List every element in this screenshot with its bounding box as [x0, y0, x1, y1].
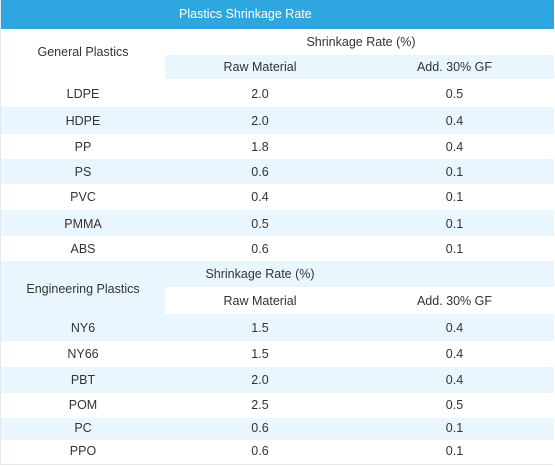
column-header-gf: Add. 30% GF: [416, 60, 493, 74]
section-name-general: General Plastics: [37, 45, 129, 59]
table-row: PBT 2.0 0.4: [1, 367, 554, 393]
gf-value-cell: 0.5: [445, 398, 464, 412]
raw-value-cell: 2.5: [251, 398, 269, 412]
table-row: NY66 1.5 0.4: [1, 341, 554, 367]
material-cell: LDPE: [66, 87, 100, 101]
gf-value-cell: 0.5: [445, 87, 464, 101]
raw-value-cell: 2.0: [251, 373, 269, 387]
group-header-shrinkage: Shrinkage Rate (%): [306, 35, 416, 49]
table-row: PVC 0.4 0.1: [1, 184, 554, 210]
material-cell: PVC: [70, 190, 96, 204]
gf-value-cell: 0.4: [445, 140, 464, 154]
material-cell: PS: [74, 165, 92, 179]
table-row: PMMA 0.5 0.1: [1, 210, 554, 236]
gf-value-cell: 0.4: [445, 373, 464, 387]
material-cell: PP: [74, 140, 92, 154]
material-cell: PC: [74, 421, 92, 435]
material-cell: PMMA: [64, 217, 102, 231]
section-header-row: [1, 29, 554, 55]
raw-value-cell: 0.6: [251, 421, 269, 435]
group-header-shrinkage: Shrinkage Rate (%): [205, 267, 315, 281]
material-cell: HDPE: [65, 114, 101, 128]
gf-value-cell: 0.1: [445, 421, 464, 435]
subheader-band: [165, 55, 554, 79]
raw-value-cell: 2.0: [251, 114, 269, 128]
gf-value-cell: 0.4: [445, 321, 464, 335]
table-row: NY6 1.5 0.4: [1, 314, 554, 341]
gf-value-cell: 0.1: [445, 190, 464, 204]
table-row: HDPE 2.0 0.4: [1, 107, 554, 134]
table-row: ABS 0.6 0.1: [1, 236, 554, 261]
gf-value-cell: 0.1: [445, 242, 464, 256]
gf-value-cell: 0.1: [445, 217, 464, 231]
section-name-band: [1, 261, 165, 314]
table-row: PPO 0.6 0.1: [1, 440, 554, 464]
table-row: PC 0.6 0.1: [1, 418, 554, 440]
table-row: PS 0.6 0.1: [1, 159, 554, 184]
raw-value-cell: 0.6: [251, 444, 269, 458]
gf-value-cell: 0.1: [445, 444, 464, 458]
column-header-raw: Raw Material: [223, 294, 297, 308]
table-row: POM 2.5 0.5: [1, 393, 554, 418]
section-name-engineering: Engineering Plastics: [26, 282, 140, 296]
raw-value-cell: 1.5: [251, 347, 269, 361]
gf-value-cell: 0.4: [445, 114, 464, 128]
gf-value-cell: 0.4: [445, 347, 464, 361]
material-cell: NY6: [70, 321, 96, 335]
gf-value-cell: 0.1: [445, 165, 464, 179]
column-header-raw: Raw Material: [223, 60, 297, 74]
raw-value-cell: 1.5: [251, 321, 269, 335]
material-cell: PBT: [70, 373, 96, 387]
table-title: Plastics Shrinkage Rate: [1, 0, 554, 29]
table-row: PP 1.8 0.4: [1, 134, 554, 159]
material-cell: NY66: [67, 347, 99, 361]
raw-value-cell: 0.5: [251, 217, 269, 231]
raw-value-cell: 0.4: [251, 190, 269, 204]
raw-value-cell: 2.0: [251, 87, 269, 101]
material-cell: POM: [68, 398, 98, 412]
table-row: LDPE 2.0 0.5: [1, 79, 554, 107]
raw-value-cell: 0.6: [251, 242, 269, 256]
raw-value-cell: 1.8: [251, 140, 269, 154]
column-header-gf: Add. 30% GF: [416, 294, 493, 308]
raw-value-cell: 0.6: [251, 165, 269, 179]
material-cell: ABS: [70, 242, 96, 256]
material-cell: PPO: [69, 444, 97, 458]
